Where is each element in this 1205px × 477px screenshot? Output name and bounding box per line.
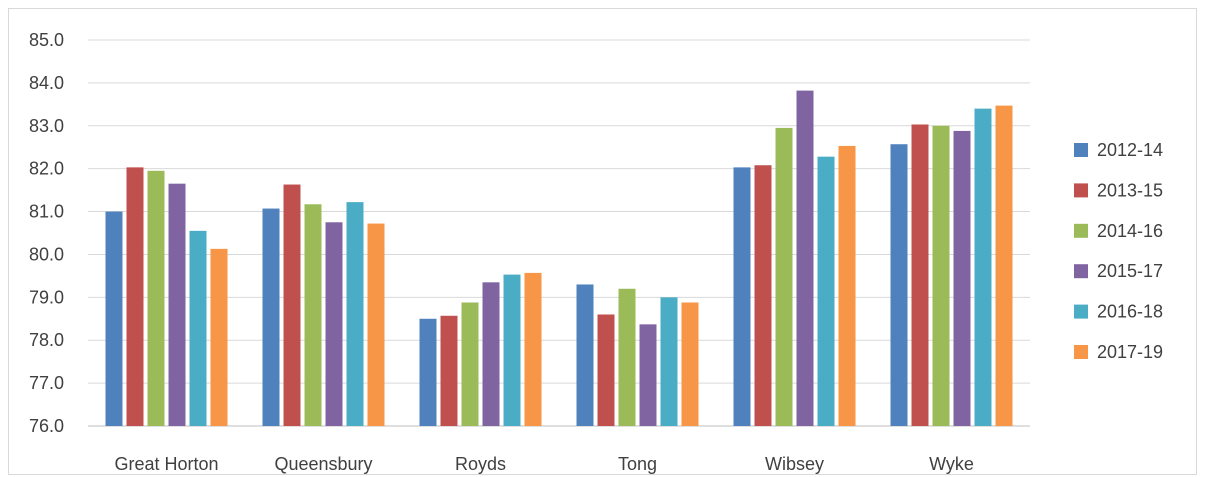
legend-swatch bbox=[1074, 223, 1088, 238]
bar-2012-14-wibsey bbox=[733, 167, 751, 426]
legend-label: 2015-17 bbox=[1097, 261, 1163, 281]
bar-2014-16-wyke bbox=[932, 125, 950, 427]
bar-2012-14-queensbury bbox=[262, 208, 280, 426]
bar-2016-18-royds bbox=[503, 274, 521, 426]
bar-2015-17-queensbury bbox=[325, 222, 343, 426]
y-axis-tick-labels: 76.0 77.0 78.0 79.0 80.0 81.0 82.0 83.0 84.0 85.0 bbox=[29, 30, 64, 436]
legend-swatch bbox=[1074, 345, 1088, 359]
bar-2017-19-queensbury bbox=[367, 223, 385, 426]
y-tick-label: 76.0 bbox=[29, 416, 64, 436]
bar-2016-18-wibsey bbox=[817, 156, 835, 426]
bar-2013-15-wyke bbox=[911, 124, 929, 426]
bar-2014-16-tong bbox=[618, 288, 636, 426]
bar-2017-19-wyke bbox=[995, 105, 1013, 427]
bar-2016-18-tong bbox=[660, 297, 678, 426]
legend: 2012-14 2013-15 2014-16 2015-17 2016-18 2017-… bbox=[1074, 140, 1163, 362]
y-tick-label: 80.0 bbox=[29, 244, 64, 264]
x-category-label: Tong bbox=[618, 454, 657, 474]
bar-2014-16-great-horton bbox=[147, 170, 165, 426]
bar-2015-17-wibsey bbox=[796, 90, 814, 426]
legend-label: 2017-19 bbox=[1097, 342, 1163, 362]
bar-2014-16-wibsey bbox=[775, 127, 793, 426]
bar-2017-19-wibsey bbox=[838, 145, 856, 427]
bars bbox=[105, 90, 1013, 427]
legend-swatch bbox=[1074, 304, 1088, 319]
bar-2012-14-wyke bbox=[890, 144, 908, 426]
bar-2012-14-great-horton bbox=[105, 211, 123, 426]
x-category-label: Royds bbox=[455, 454, 506, 474]
bar-2013-15-queensbury bbox=[283, 184, 301, 426]
x-category-label: Wibsey bbox=[765, 454, 824, 474]
bar-2013-15-royds bbox=[440, 315, 458, 426]
legend-label: 2013-15 bbox=[1097, 180, 1163, 200]
gridlines bbox=[88, 39, 1030, 427]
y-tick-label: 79.0 bbox=[29, 287, 64, 307]
bar-2017-19-great-horton bbox=[210, 248, 228, 426]
x-category-label: Wyke bbox=[929, 454, 974, 474]
bar-2013-15-great-horton bbox=[126, 167, 144, 426]
bar-2015-17-great-horton bbox=[168, 183, 186, 426]
bar-2016-18-great-horton bbox=[189, 230, 207, 426]
y-tick-label: 78.0 bbox=[29, 330, 64, 350]
y-tick-label: 77.0 bbox=[29, 373, 64, 393]
bar-2013-15-wibsey bbox=[754, 165, 772, 427]
legend-swatch bbox=[1074, 264, 1088, 279]
bar-2014-16-queensbury bbox=[304, 204, 322, 426]
y-tick-label: 84.0 bbox=[29, 73, 64, 93]
bar-2012-14-royds bbox=[419, 318, 437, 426]
bar-2013-15-tong bbox=[597, 314, 615, 426]
bar-2012-14-tong bbox=[576, 284, 594, 426]
legend-label: 2014-16 bbox=[1097, 221, 1163, 241]
legend-label: 2012-14 bbox=[1097, 140, 1163, 160]
bar-2015-17-wyke bbox=[953, 130, 971, 426]
y-tick-label: 83.0 bbox=[29, 116, 64, 136]
bar-2015-17-tong bbox=[639, 324, 657, 426]
x-category-label: Great Horton bbox=[114, 454, 218, 474]
bar-2015-17-royds bbox=[482, 282, 500, 426]
legend-swatch bbox=[1074, 183, 1088, 198]
y-tick-label: 82.0 bbox=[29, 159, 64, 179]
legend-label: 2016-18 bbox=[1097, 302, 1163, 322]
y-tick-label: 81.0 bbox=[29, 202, 64, 222]
bar-2016-18-wyke bbox=[974, 108, 992, 426]
y-tick-label: 85.0 bbox=[29, 30, 64, 50]
bar-2017-19-royds bbox=[524, 272, 542, 426]
x-category-label: Queensbury bbox=[274, 454, 372, 474]
legend-swatch bbox=[1074, 143, 1088, 157]
bar-2016-18-queensbury bbox=[346, 202, 364, 426]
x-axis-category-labels: Great Horton Queensbury Royds Tong Wibsey Wyk… bbox=[114, 454, 973, 474]
bar-2014-16-royds bbox=[461, 302, 479, 426]
bar-2017-19-tong bbox=[681, 302, 699, 426]
